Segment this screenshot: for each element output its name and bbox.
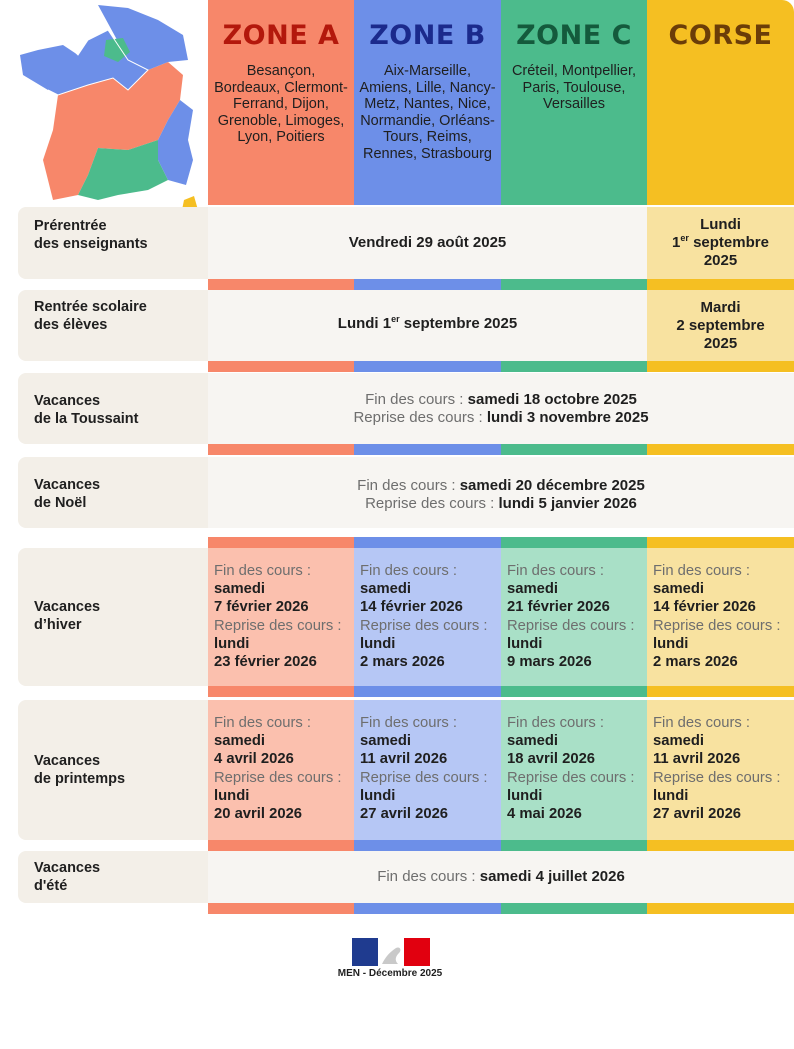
noel-fin: Fin des cours : samedi 20 décembre 2025 (357, 477, 645, 494)
zone-a-title: ZONE A (222, 20, 340, 51)
rentree-label-line1: Rentrée scolaire (34, 299, 147, 315)
noel-cell: Fin des cours : samedi 20 décembre 2025 … (208, 457, 794, 528)
ete-cell: Fin des cours : samedi 4 juillet 2026 (208, 851, 794, 903)
map-zone-a-region (43, 62, 183, 200)
corse-header: CORSE (647, 0, 794, 205)
prerentree-date: Vendredi 29 août 2025 (348, 234, 507, 251)
zone-a-cities: Besançon, Bordeaux, Clermont-Ferrand, Di… (214, 63, 348, 145)
row-label-ete: Vacances d'été (18, 851, 208, 903)
toussaint-fin: Fin des cours : samedi 18 octobre 2025 (365, 391, 637, 408)
toussaint-cell: Fin des cours : samedi 18 octobre 2025 R… (208, 373, 794, 444)
zone-b-header: ZONE B Aix-Marseille, Amiens, Lille, Nan… (354, 0, 501, 205)
toussaint-reprise: Reprise des cours : lundi 3 novembre 202… (353, 409, 649, 426)
prerentree-corse-cell: Lundi 1er septembre 2025 (647, 207, 794, 279)
prerentree-label-line1: Prérentrée (34, 218, 107, 234)
hiver-zone-a-cell: Fin des cours : samedi 7 février 2026 Re… (208, 548, 354, 686)
printemps-zone-c-cell: Fin des cours : samedi 18 avril 2026 Rep… (501, 700, 647, 840)
zone-b-cities: Aix-Marseille, Amiens, Lille, Nancy-Metz… (359, 63, 496, 162)
prerentree-corse-line1: Lundi (700, 216, 741, 233)
row-label-prerentree: Prérentrée des enseignants (18, 207, 208, 279)
noel-reprise: Reprise des cours : lundi 5 janvier 2026 (365, 495, 637, 512)
zone-c-cities: Créteil, Montpellier, Paris, Toulouse, V… (511, 63, 637, 112)
row-label-hiver: Vacances d’hiver (18, 548, 208, 686)
prerentree-corse-date: Lundi 1er septembre 2025 (647, 216, 794, 270)
corse-title: CORSE (668, 20, 773, 51)
row-label-noel: Vacances de Noël (18, 457, 208, 528)
prerentree-label-line2: des enseignants (34, 236, 148, 252)
map-zone-c-south (78, 140, 168, 200)
printemps-zone-a-cell: Fin des cours : samedi 4 avril 2026 Repr… (208, 700, 354, 840)
hiver-zone-c-cell: Fin des cours : samedi 21 février 2026 R… (501, 548, 647, 686)
rentree-corse-cell: Mardi 2 septembre 2025 (647, 290, 794, 361)
prerentree-main-cell: Vendredi 29 août 2025 (208, 207, 647, 279)
hiver-zone-b-cell: Fin des cours : samedi 14 février 2026 R… (354, 548, 501, 686)
row-label-rentree: Rentrée scolaire des élèves (18, 290, 208, 361)
zone-c-header: ZONE C Créteil, Montpellier, Paris, Toul… (501, 0, 647, 205)
zone-c-title: ZONE C (516, 20, 632, 51)
footer-credit: MEN - Décembre 2025 (337, 968, 443, 979)
zone-a-header: ZONE A Besançon, Bordeaux, Clermont-Ferr… (208, 0, 354, 205)
printemps-zone-b-cell: Fin des cours : samedi 11 avril 2026 Rep… (354, 700, 501, 840)
rentree-label-line2: des élèves (34, 317, 108, 333)
ete-fin: Fin des cours : samedi 4 juillet 2026 (377, 868, 625, 885)
map-zone-b-region (20, 5, 188, 95)
republique-francaise-logo-icon (352, 938, 430, 966)
zone-b-title: ZONE B (369, 20, 486, 51)
france-zones-map-icon (20, 5, 198, 226)
rentree-date: Lundi 1er septembre 2025 (337, 314, 518, 333)
prerentree-corse-line3: 2025 (703, 252, 738, 269)
map-zone-b-east (158, 100, 193, 185)
prerentree-corse-line2: 1er septembre (672, 233, 769, 252)
map-zone-c-paris (104, 38, 130, 62)
hiver-corse-cell: Fin des cours : samedi 14 février 2026 R… (647, 548, 794, 686)
printemps-corse-cell: Fin des cours : samedi 11 avril 2026 Rep… (647, 700, 794, 840)
rentree-main-cell: Lundi 1er septembre 2025 (208, 290, 647, 361)
rentree-corse-date: Mardi 2 septembre 2025 (676, 299, 765, 352)
row-label-printemps: Vacances de printemps (18, 700, 208, 840)
row-label-toussaint: Vacances de la Toussaint (18, 373, 208, 444)
